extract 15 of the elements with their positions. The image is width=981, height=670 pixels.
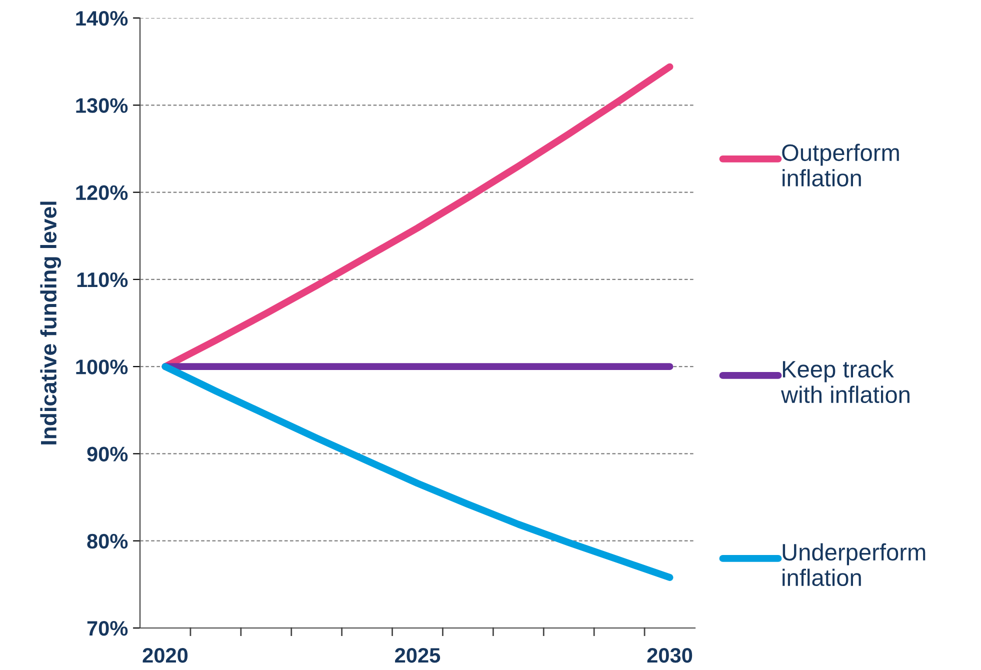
y-tick-label: 70%: [87, 621, 128, 636]
y-tick-label: 130%: [76, 98, 128, 113]
y-tick-label: 140%: [76, 11, 128, 26]
legend-label: Underperform inflation: [782, 543, 926, 586]
x-tick-label: 2025: [395, 648, 440, 663]
y-tick-label: 120%: [76, 185, 128, 200]
x-tick-label: 2030: [647, 648, 692, 663]
y-tick-label: 100%: [76, 360, 128, 374]
y-tick-label: 90%: [87, 446, 128, 462]
x-tick-label: 2020: [142, 648, 188, 663]
legend-label: Outperform inflation: [782, 144, 899, 187]
y-tick-label: 110%: [77, 272, 128, 288]
y-axis-title: Indicative funding level: [40, 202, 62, 444]
legend-label: Keep track with inflation: [780, 360, 910, 404]
y-tick-label: 80%: [87, 534, 128, 549]
